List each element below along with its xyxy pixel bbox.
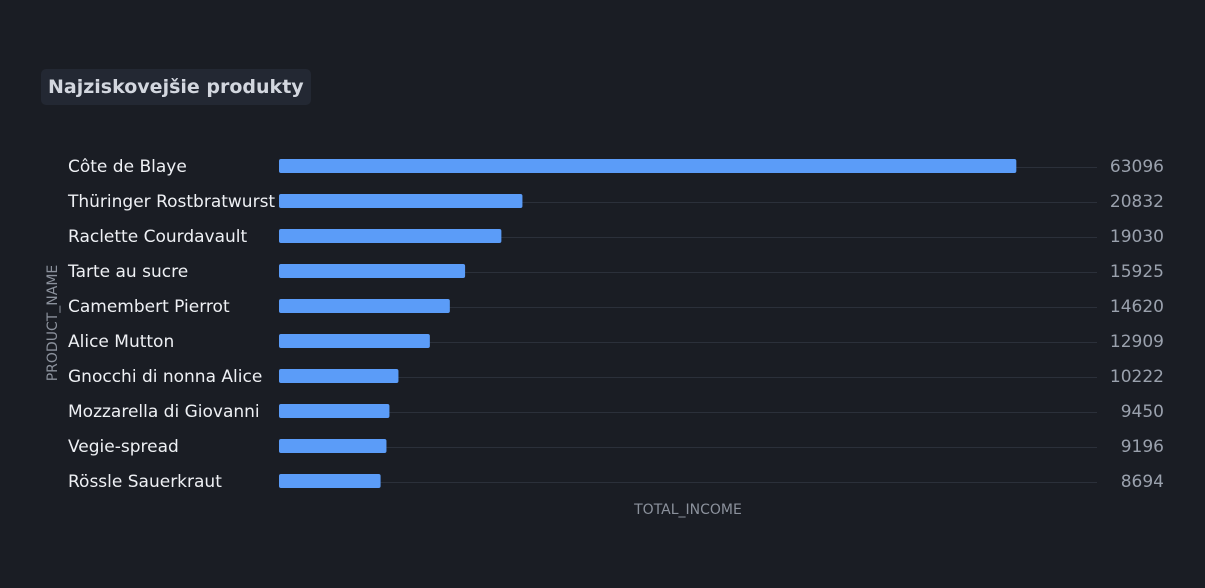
category-labels: Côte de Blaye Thüringer Rostbratwurst Racl… [67, 157, 275, 492]
value-labels: 63096 20832 19030 15925 14620 12909 10222 9450 9… [1110, 157, 1164, 492]
value-label: 8694 [1121, 472, 1164, 492]
value-label: 9450 [1121, 402, 1164, 422]
category-label: Rössle Sauerkraut [68, 472, 222, 492]
x-axis-label: TOTAL_INCOME [633, 502, 742, 518]
gridlines [279, 167, 1097, 483]
category-label: Côte de Blaye [68, 157, 187, 177]
bar[interactable] [279, 159, 1017, 173]
bar[interactable] [279, 439, 387, 453]
y-axis-label: PRODUCT_NAME [45, 265, 61, 382]
category-label: Vegie-spread [68, 437, 179, 457]
bar[interactable] [279, 369, 399, 383]
bar[interactable] [279, 229, 502, 243]
category-label: Thüringer Rostbratwurst [67, 192, 275, 212]
bar[interactable] [279, 194, 523, 208]
bar[interactable] [279, 404, 390, 418]
category-label: Tarte au sucre [67, 262, 188, 282]
bar[interactable] [279, 474, 381, 488]
value-label: 63096 [1110, 157, 1164, 177]
value-label: 19030 [1110, 227, 1164, 247]
bar[interactable] [279, 299, 450, 313]
value-label: 14620 [1110, 297, 1164, 317]
value-label: 15925 [1110, 262, 1164, 282]
category-label: Camembert Pierrot [68, 297, 230, 317]
value-label: 12909 [1110, 332, 1164, 352]
value-label: 9196 [1121, 437, 1164, 457]
bar[interactable] [279, 334, 430, 348]
bars [279, 159, 1017, 488]
category-label: Gnocchi di nonna Alice [68, 367, 262, 387]
category-label: Alice Mutton [68, 332, 174, 352]
chart-title[interactable]: Najziskovejšie produkty [41, 69, 311, 105]
bar[interactable] [279, 264, 466, 278]
category-label: Mozzarella di Giovanni [68, 402, 260, 422]
category-label: Raclette Courdavault [68, 227, 247, 247]
value-label: 10222 [1110, 367, 1164, 387]
value-label: 20832 [1110, 192, 1164, 212]
